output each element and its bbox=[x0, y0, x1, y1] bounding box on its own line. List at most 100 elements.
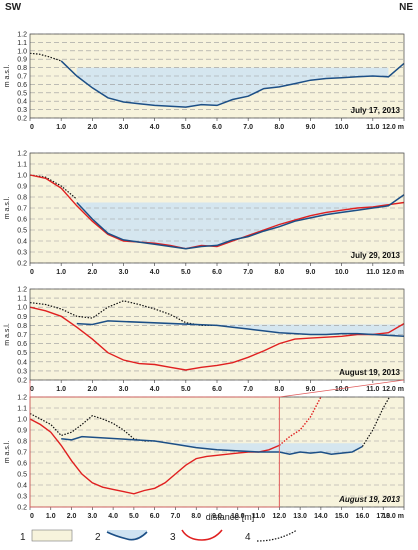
x-tick-label: 14.0 bbox=[314, 513, 328, 520]
x-tick-label: 4.0 bbox=[108, 513, 118, 520]
water-area bbox=[92, 324, 404, 337]
date-label: July 29, 2013 bbox=[351, 251, 401, 260]
water-area bbox=[76, 202, 389, 249]
x-tick-label: 3.0 bbox=[119, 124, 129, 131]
x-tick-label: 0 bbox=[30, 269, 34, 276]
water-area bbox=[175, 443, 363, 455]
x-tick-label: 9.0 bbox=[306, 124, 316, 131]
y-tick-label: 0.7 bbox=[17, 450, 27, 457]
y-tick-label: 1.0 bbox=[17, 417, 27, 424]
x-tick-label: 18.0 m bbox=[382, 513, 404, 520]
y-tick-label: 1.0 bbox=[17, 173, 27, 180]
x-tick-label: 2.0 bbox=[87, 269, 97, 276]
x-tick-label: 6.0 bbox=[212, 269, 222, 276]
bottom-profile-dotted bbox=[278, 396, 322, 446]
y-tick-label: 0.6 bbox=[17, 341, 27, 348]
exposed-profile bbox=[29, 174, 78, 200]
y-axis-label: m a.s.l. bbox=[4, 323, 11, 346]
x-tick-label: 5.0 bbox=[181, 386, 191, 393]
x-tick-label: 8.0 bbox=[274, 386, 284, 393]
y-tick-label: 1.2 bbox=[17, 32, 27, 39]
x-tick-label: 5.0 bbox=[181, 124, 191, 131]
exposed-profile bbox=[361, 396, 391, 447]
x-tick-label: 12.0 m bbox=[382, 386, 404, 393]
y-tick-label: 0.8 bbox=[17, 323, 27, 330]
zoom-line-right bbox=[279, 379, 405, 398]
water-area bbox=[76, 67, 389, 108]
x-tick-label: 6.0 bbox=[212, 124, 222, 131]
y-tick-label: 0.5 bbox=[17, 90, 27, 97]
bottom-profile bbox=[29, 174, 405, 250]
zoom-connector bbox=[29, 379, 405, 508]
chart-panel-1: 0.20.30.40.50.60.70.80.91.01.11.20 1.0 2.0… bbox=[4, 32, 405, 131]
y-tick-label: 0.6 bbox=[17, 217, 27, 224]
y-tick-label: 0.9 bbox=[17, 57, 27, 64]
y-tick-label: 0.5 bbox=[17, 350, 27, 357]
exposed-profile bbox=[29, 412, 155, 442]
bottom-profile bbox=[29, 306, 405, 371]
y-tick-label: 0.8 bbox=[17, 195, 27, 202]
y-tick-label: 1.0 bbox=[17, 305, 27, 312]
chart-panel-2: 0.2 0.3 0.4 0.5 0.6 0.7 0.8 0.9 1.0 1.1 1.2 0 1.0 2.0… bbox=[4, 151, 405, 276]
water-surface-profile bbox=[76, 320, 405, 338]
sw-label: SW bbox=[5, 2, 22, 13]
x-tick-label: 3.0 bbox=[119, 386, 129, 393]
y-axis-label: m a.s.l. bbox=[4, 65, 11, 88]
x-tick-label: 15.0 bbox=[335, 513, 349, 520]
y-tick-label: 0.7 bbox=[17, 74, 27, 81]
y-tick-label: 1.0 bbox=[17, 48, 27, 55]
x-tick-label: 16.0 bbox=[356, 513, 370, 520]
y-tick-label: 1.1 bbox=[17, 40, 27, 47]
y-tick-label: 1.2 bbox=[17, 287, 27, 294]
y-tick-label: 1.1 bbox=[17, 406, 27, 413]
x-tick-label: 5.0 bbox=[181, 269, 191, 276]
y-tick-label: 0.2 bbox=[17, 505, 27, 512]
x-tick-label: 2.0 bbox=[87, 386, 97, 393]
y-tick-label: 0.3 bbox=[17, 368, 27, 375]
x-tick-label: 0 bbox=[30, 386, 34, 393]
y-tick-label: 0.7 bbox=[17, 206, 27, 213]
x-tick-label: 8.0 bbox=[274, 124, 284, 131]
legend-number: 1 bbox=[20, 532, 26, 543]
date-label: August 19, 2013 bbox=[339, 368, 400, 377]
y-tick-label: 0.5 bbox=[17, 228, 27, 235]
x-tick-label: 7.0 bbox=[243, 269, 253, 276]
legend-symbol-sediment bbox=[31, 529, 73, 542]
x-tick-label: 11.0 bbox=[252, 513, 265, 520]
y-tick-label: 0.9 bbox=[17, 184, 27, 191]
x-tick-label: 11.0 bbox=[366, 124, 379, 131]
legend-symbol-red-line bbox=[181, 529, 223, 541]
x-tick-label: 3.0 bbox=[119, 269, 129, 276]
y-tick-label: 0.3 bbox=[17, 107, 27, 114]
x-tick-label: 0 bbox=[30, 513, 34, 520]
x-tick-label: 1.0 bbox=[56, 386, 66, 393]
zoom-frame bbox=[29, 396, 280, 508]
x-tick-label: 1.0 bbox=[56, 124, 66, 131]
y-tick-label: 0.4 bbox=[17, 99, 27, 106]
plot-frame bbox=[29, 288, 405, 381]
x-tick-label: 6.0 bbox=[150, 513, 160, 520]
x-tick-label: 12.0 m bbox=[382, 269, 404, 276]
y-axis-label: m a.s.l. bbox=[4, 441, 11, 464]
x-tick-label: 13.0 bbox=[293, 513, 307, 520]
x-tick-label: 10.0 bbox=[335, 386, 349, 393]
legend-symbol-dotted-line bbox=[256, 529, 298, 542]
x-tick-label: 7.0 bbox=[243, 124, 253, 131]
y-tick-label: 0.2 bbox=[17, 261, 27, 268]
x-tick-label: 8.0 bbox=[191, 513, 201, 520]
legend-symbol-water-line bbox=[106, 531, 148, 541]
x-tick-label: 7.0 bbox=[243, 386, 253, 393]
x-tick-label: 10.0 bbox=[231, 513, 245, 520]
plot-frame bbox=[29, 152, 405, 264]
y-tick-label: 0.6 bbox=[17, 82, 27, 89]
legend: 1 2 3 4 bbox=[20, 529, 298, 543]
date-label: July 17, 2013 bbox=[351, 106, 401, 115]
bottom-profile bbox=[29, 418, 280, 495]
y-tick-label: 0.4 bbox=[17, 359, 27, 366]
y-tick-label: 1.1 bbox=[17, 162, 27, 169]
x-tick-label: 7.0 bbox=[171, 513, 181, 520]
x-tick-label: 12.0 bbox=[273, 513, 287, 520]
y-tick-label: 1.1 bbox=[17, 296, 27, 303]
x-tick-label: 6.0 bbox=[212, 386, 222, 393]
